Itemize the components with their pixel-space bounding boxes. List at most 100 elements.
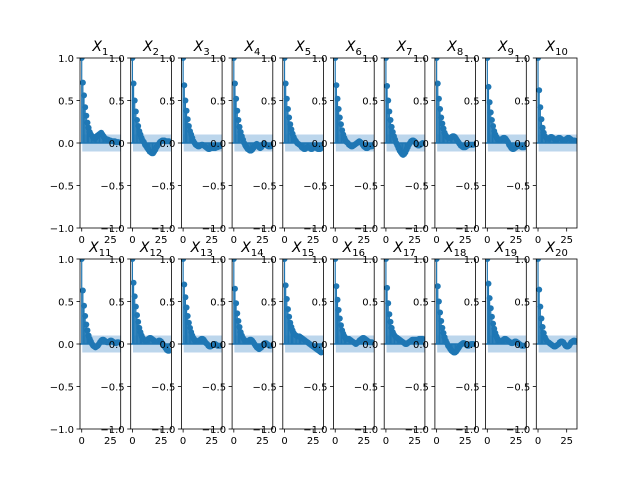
x-tick-label: 25	[205, 235, 218, 246]
plot-area	[536, 58, 577, 152]
panel-title: X8	[446, 39, 463, 58]
y-tick-label: 0.0	[413, 139, 429, 150]
y-tick-label: 0.0	[514, 139, 530, 150]
acf-point	[183, 304, 190, 311]
acf-point	[439, 324, 446, 331]
plot-area	[536, 259, 577, 353]
y-tick-label: −0.5	[253, 383, 277, 394]
panel-title: X20	[544, 240, 567, 259]
acf-point	[537, 303, 544, 310]
acf-point	[490, 123, 497, 129]
acf-panel-8: X8 1.0 0.5 0.0 −0.5 −1.0 0 25	[405, 39, 476, 246]
acf-point	[434, 58, 440, 61]
acf-point	[82, 104, 89, 111]
acf-panel-20: X20 1.0 0.5 0.0 −0.5 −1.0 0 25	[506, 240, 578, 447]
x-tick-label: 25	[408, 235, 421, 246]
acf-point	[236, 324, 243, 330]
y-tick-label: −0.5	[405, 383, 429, 394]
acf-point	[284, 306, 291, 313]
y-tick-label: −1.0	[50, 224, 74, 235]
y-tick-label: 0.0	[514, 340, 530, 351]
y-tick-label: 0.0	[58, 340, 74, 351]
acf-point	[387, 117, 394, 124]
y-tick-label: 0.5	[413, 97, 429, 108]
y-tick-label: −1.0	[151, 425, 175, 436]
y-tick-label: 1.0	[109, 255, 125, 266]
y-tick-label: 0.5	[210, 298, 226, 309]
y-tick-label: −1.0	[151, 224, 175, 235]
y-tick-label: −0.5	[202, 182, 226, 193]
acf-point	[216, 143, 223, 150]
acf-point	[185, 319, 192, 326]
acf-point	[334, 95, 341, 102]
acf-point	[536, 87, 543, 94]
acf-point	[81, 302, 88, 309]
acf-point	[80, 58, 85, 61]
x-tick-label: 25	[459, 436, 472, 447]
plot-area	[485, 259, 527, 353]
acf-point	[388, 123, 395, 130]
acf-point	[336, 315, 343, 322]
y-tick-label: 1.0	[58, 54, 74, 65]
y-tick-label: 0.5	[159, 298, 175, 309]
acf-point	[82, 312, 89, 319]
acf-point	[318, 349, 324, 356]
y-tick-label: 0.0	[464, 340, 480, 351]
acf-point	[337, 121, 344, 128]
plot-area	[130, 259, 172, 354]
y-tick-label: −1.0	[405, 425, 429, 436]
y-tick-label: 1.0	[312, 54, 328, 65]
acf-point	[283, 95, 290, 102]
acf-point	[135, 123, 142, 129]
acf-point	[182, 294, 189, 301]
acf-point	[234, 310, 241, 317]
acf-point	[439, 120, 446, 127]
y-tick-label: 0.0	[261, 139, 277, 150]
acf-point	[335, 307, 342, 313]
y-tick-label: 0.5	[261, 298, 277, 309]
y-tick-label: −1.0	[506, 224, 530, 235]
y-tick-label: −0.5	[354, 383, 378, 394]
y-tick-label: 0.0	[210, 340, 226, 351]
x-tick-label: 0	[79, 436, 85, 447]
y-tick-label: 0.0	[109, 340, 125, 351]
plot-area	[485, 58, 527, 152]
y-tick-label: −0.5	[506, 383, 530, 394]
plot-area	[130, 58, 172, 157]
acf-point	[438, 318, 445, 325]
acf-point	[419, 335, 425, 342]
y-tick-label: −0.5	[455, 383, 479, 394]
panel-title: X13	[190, 240, 213, 259]
acf-point	[536, 58, 542, 61]
acf-point	[384, 58, 389, 61]
y-tick-label: 0.5	[159, 97, 175, 108]
y-tick-label: 1.0	[261, 255, 277, 266]
y-tick-label: −0.5	[100, 182, 124, 193]
y-tick-label: −1.0	[455, 224, 479, 235]
acf-point	[185, 123, 192, 129]
acf-point	[486, 99, 493, 106]
x-tick-label: 0	[180, 436, 186, 447]
y-tick-label: 0.5	[514, 298, 530, 309]
panel-title: X12	[139, 240, 162, 259]
y-tick-label: 0.5	[312, 97, 328, 108]
acf-point	[437, 309, 444, 316]
y-tick-label: −0.5	[151, 383, 175, 394]
x-tick-label: 0	[180, 235, 186, 246]
y-tick-label: −0.5	[506, 182, 530, 193]
y-tick-label: 0.0	[362, 340, 378, 351]
acf-point	[84, 327, 91, 334]
y-tick-label: 1.0	[362, 255, 378, 266]
acf-point	[536, 259, 542, 262]
acf-point	[333, 283, 340, 290]
acf-point	[81, 92, 88, 99]
y-tick-label: −0.5	[303, 182, 327, 193]
acf-panel-9: X91.00.50.0−0.5−1.00 25	[455, 39, 527, 246]
plot-area	[80, 58, 121, 152]
acf-point	[83, 321, 90, 328]
panel-title: X6	[345, 39, 362, 58]
acf-point	[132, 303, 139, 310]
y-tick-label: 1.0	[159, 255, 175, 266]
acf-point	[438, 114, 445, 121]
